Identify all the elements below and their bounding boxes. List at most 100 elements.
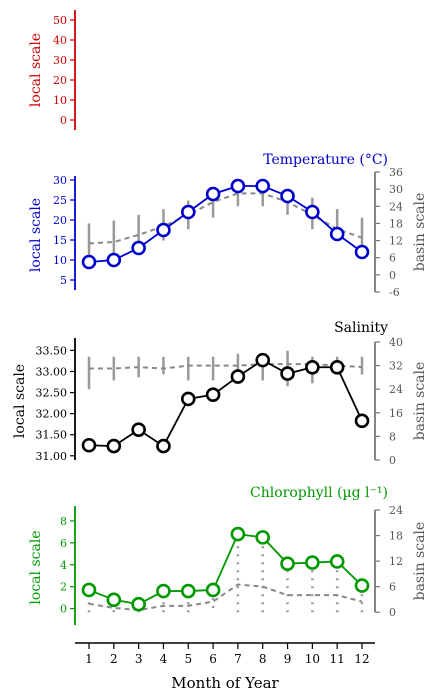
basin-tick-label-chlorophyll: 6 — [389, 581, 396, 594]
local-tick-label-temperature: 20 — [53, 214, 67, 227]
basin-label-chlorophyll: basin scale — [412, 522, 428, 601]
local-series-point — [106, 592, 122, 608]
local-tick-label-top: 40 — [53, 34, 67, 47]
local-tick-label-chlorophyll: 8 — [60, 515, 67, 528]
local-tick-label-salinity: 31.00 — [36, 450, 68, 463]
local-tick-label-top: 10 — [53, 94, 67, 107]
basin-tick-label-temperature: 24 — [389, 200, 403, 213]
panel-title-salinity: Salinity — [334, 320, 388, 336]
local-series-point — [156, 438, 171, 454]
local-series-point — [280, 556, 295, 571]
local-series-point — [156, 222, 171, 238]
local-tick-label-salinity: 32.00 — [36, 408, 68, 421]
basin-tick-label-chlorophyll: 18 — [389, 530, 403, 543]
x-tick-label: 2 — [110, 652, 118, 666]
x-tick-label: 8 — [259, 652, 267, 666]
local-tick-label-salinity: 32.50 — [36, 387, 68, 400]
local-tick-label-top: 50 — [53, 14, 67, 27]
local-series-point — [305, 359, 320, 375]
basin-tick-label-temperature: 18 — [389, 217, 403, 230]
local-tick-label-chlorophyll: 0 — [60, 603, 67, 616]
x-tick-label: 12 — [354, 652, 369, 666]
local-series-point — [131, 422, 146, 437]
local-tick-label-chlorophyll: 6 — [60, 537, 67, 550]
x-tick-label: 10 — [305, 652, 320, 666]
x-tick-label: 7 — [234, 652, 242, 666]
local-series-point — [180, 391, 196, 407]
local-tick-label-salinity: 31.50 — [36, 429, 68, 442]
basin-label-temperature: basin scale — [412, 193, 428, 272]
local-series-point — [205, 387, 221, 402]
x-tick-label: 6 — [209, 652, 217, 666]
basin-tick-label-salinity: 24 — [389, 383, 403, 396]
local-label-chlorophyll: local scale — [28, 530, 44, 604]
local-tick-label-temperature: 15 — [53, 234, 67, 247]
basin-tick-label-chlorophyll: 0 — [389, 606, 396, 619]
local-series-point — [329, 359, 345, 375]
basin-tick-label-temperature: 12 — [389, 235, 403, 248]
local-series-point — [81, 254, 97, 270]
basin-tick-label-chlorophyll: 24 — [389, 504, 403, 517]
local-series-point — [305, 555, 320, 570]
local-tick-label-chlorophyll: 2 — [60, 581, 67, 594]
local-series-point — [180, 583, 196, 599]
local-series-point — [81, 582, 97, 598]
local-label-temperature: local scale — [28, 198, 44, 272]
basin-tick-label-salinity: 32 — [389, 360, 403, 373]
local-series-point — [305, 204, 320, 220]
local-series-point — [255, 352, 271, 368]
local-tick-label-top: 20 — [53, 74, 67, 87]
local-tick-label-temperature: 10 — [53, 254, 67, 267]
panel-title-chlorophyll: Chlorophyll (µg l⁻¹) — [250, 485, 388, 501]
local-label-top: local scale — [28, 33, 44, 107]
x-axis-label: Month of Year — [171, 674, 279, 692]
local-tick-label-top: 0 — [60, 114, 67, 127]
local-tick-label-salinity: 33.50 — [36, 344, 68, 357]
x-tick-label: 1 — [85, 652, 93, 666]
basin-mean-line — [88, 192, 363, 245]
local-series-point — [255, 178, 271, 194]
local-series-point — [106, 438, 122, 454]
local-tick-label-chlorophyll: 4 — [60, 559, 67, 572]
basin-label-salinity: basin scale — [412, 362, 428, 441]
basin-tick-label-temperature: 30 — [389, 183, 403, 196]
basin-tick-label-temperature: 6 — [389, 252, 396, 265]
x-tick-label: 9 — [284, 652, 292, 666]
local-series-point — [180, 204, 196, 220]
local-series-point — [106, 252, 122, 268]
x-tick-label: 3 — [135, 652, 143, 666]
panel-salinity: Salinity 31.00 31.50 32.00 32.50 33.00 33.50 lo… — [12, 320, 428, 467]
basin-tick-label-salinity: 0 — [389, 454, 396, 467]
local-series-point — [205, 186, 221, 202]
basin-mean-line — [88, 583, 363, 612]
panel-top: 0 10 20 30 40 50 local scale — [28, 10, 76, 130]
local-series-point — [354, 578, 370, 593]
basin-tick-label-chlorophyll: 12 — [389, 555, 403, 568]
local-series-point — [329, 554, 345, 569]
local-tick-label-top: 30 — [53, 54, 67, 67]
local-series-line — [88, 359, 363, 448]
basin-tick-label-temperature: -6 — [389, 286, 400, 299]
local-series-point — [156, 583, 171, 599]
local-tick-label-temperature: 25 — [53, 194, 67, 207]
panel-title-temperature: Temperature (°C) — [263, 152, 388, 168]
basin-tick-label-salinity: 40 — [389, 336, 403, 349]
basin-tick-label-temperature: 0 — [389, 269, 396, 282]
local-series-point — [280, 188, 295, 204]
local-series-point — [230, 369, 246, 384]
x-tick-label: 11 — [330, 652, 345, 666]
basin-tick-label-salinity: 16 — [389, 407, 403, 420]
local-series-point — [329, 226, 345, 242]
local-label-salinity: local scale — [12, 364, 28, 438]
x-tick-label: 4 — [160, 652, 168, 666]
local-series-point — [280, 366, 295, 381]
panel-temperature: Temperature (°C) 5 10 15 20 25 30 local scale -6… — [28, 152, 428, 299]
local-series-point — [131, 240, 146, 256]
x-tick-label: 5 — [184, 652, 192, 666]
local-series-point — [81, 437, 97, 453]
local-tick-label-temperature: 5 — [60, 274, 67, 287]
local-series-point — [230, 526, 246, 542]
basin-tick-label-salinity: 8 — [389, 430, 396, 443]
